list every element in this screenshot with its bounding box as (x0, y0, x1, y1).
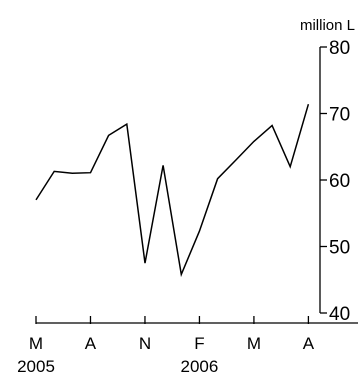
x-tick-label: M (247, 334, 261, 353)
x-tick-label: F (194, 334, 204, 353)
x-axis: M A N F M A 2005 2006 (17, 316, 358, 376)
y-tick-label: 40 (329, 304, 350, 325)
y-axis: 40 50 60 70 80 million L (300, 17, 355, 325)
series-line (35, 103, 310, 278)
y-tick-label: 60 (329, 171, 350, 192)
y-tick-label: 70 (329, 105, 350, 126)
x-tick-label: A (303, 334, 315, 353)
y-tick-label: 80 (329, 38, 350, 59)
plot-area (35, 103, 310, 278)
x-year-labels: 2005 2006 (17, 357, 218, 376)
x-tick-label: M (29, 334, 43, 353)
x-year-label: 2005 (17, 357, 55, 376)
y-tick-label: 50 (329, 238, 350, 259)
x-year-label: 2006 (181, 357, 219, 376)
x-tick-label: N (139, 334, 151, 353)
y-ticks: 40 50 60 70 80 (320, 38, 350, 325)
x-tick-label: A (85, 334, 97, 353)
y-unit-label: million L (300, 17, 355, 34)
